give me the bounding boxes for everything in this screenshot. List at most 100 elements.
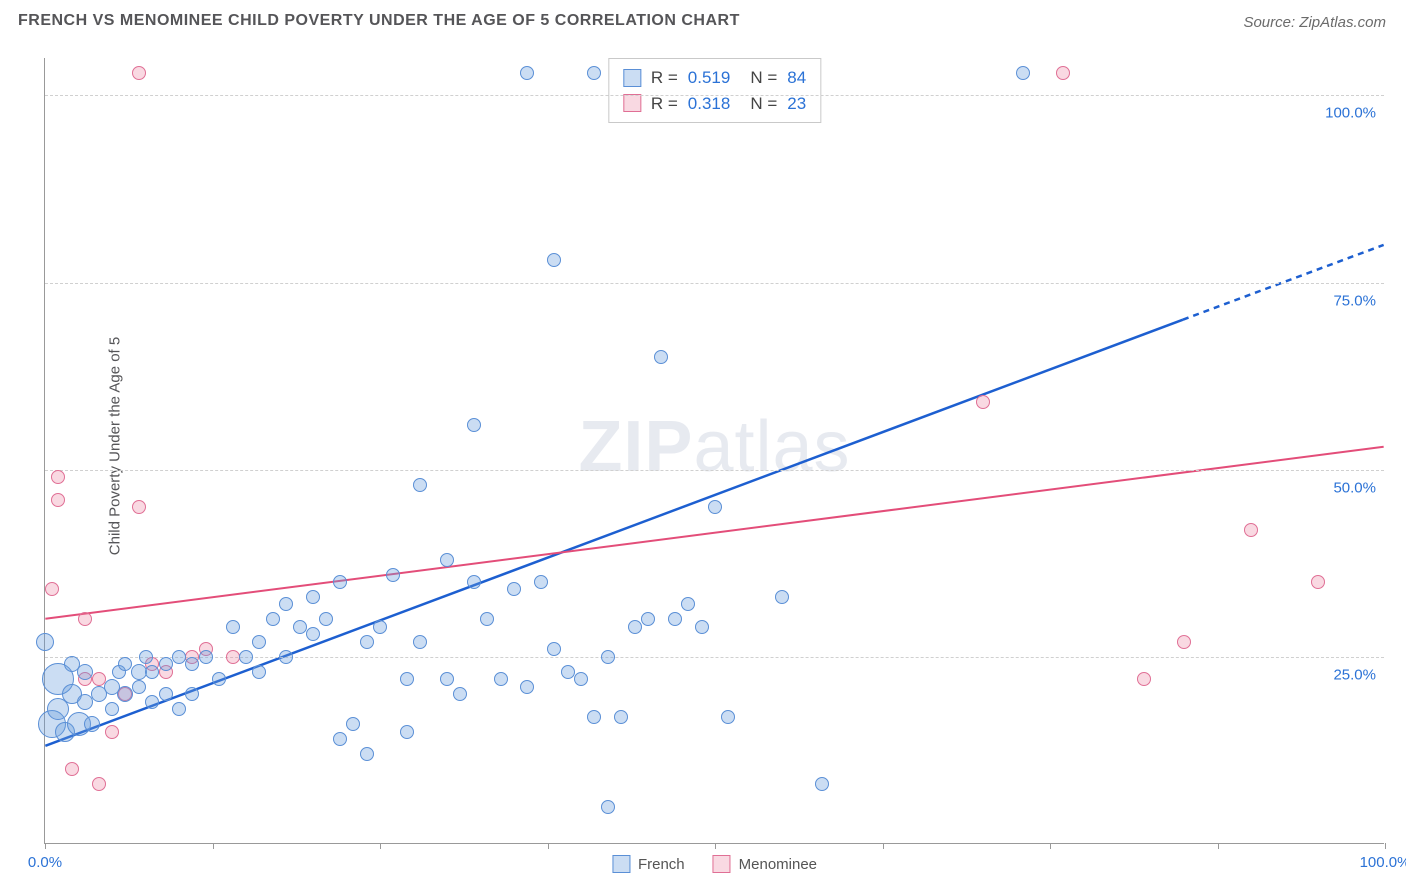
chart-title: FRENCH VS MENOMINEE CHILD POVERTY UNDER … — [18, 12, 740, 30]
data-point-french — [266, 612, 280, 626]
data-point-french — [494, 672, 508, 686]
x-tick — [548, 843, 549, 849]
data-point-french — [520, 680, 534, 694]
data-point-french — [721, 710, 735, 724]
data-point-french — [185, 687, 199, 701]
data-point-french — [641, 612, 655, 626]
data-point-french — [574, 672, 588, 686]
data-point-french — [319, 612, 333, 626]
x-tick — [1218, 843, 1219, 849]
legend-label: French — [638, 856, 685, 873]
data-point-menominee — [92, 777, 106, 791]
data-point-french — [159, 657, 173, 671]
data-point-french — [775, 590, 789, 604]
plot-area: ZIPatlas R = 0.519N = 84R = 0.318N = 23 … — [44, 58, 1384, 844]
data-point-menominee — [226, 650, 240, 664]
data-point-french — [279, 650, 293, 664]
gridline — [45, 470, 1384, 471]
data-point-menominee — [1177, 635, 1191, 649]
legend-swatch-menominee — [713, 855, 731, 873]
data-point-french — [708, 500, 722, 514]
data-point-french — [547, 642, 561, 656]
data-point-menominee — [1244, 523, 1258, 537]
swatch-french — [623, 69, 641, 87]
data-point-french — [654, 350, 668, 364]
data-point-menominee — [105, 725, 119, 739]
data-point-french — [681, 597, 695, 611]
data-point-french — [1016, 66, 1030, 80]
data-point-french — [547, 253, 561, 267]
data-point-french — [139, 650, 153, 664]
x-tick — [715, 843, 716, 849]
data-point-french — [346, 717, 360, 731]
data-point-french — [252, 635, 266, 649]
data-point-french — [360, 747, 374, 761]
data-point-french — [587, 66, 601, 80]
data-point-menominee — [976, 395, 990, 409]
data-point-french — [587, 710, 601, 724]
legend-item-menominee: Menominee — [713, 855, 817, 873]
swatch-menominee — [623, 94, 641, 112]
data-point-menominee — [132, 500, 146, 514]
data-point-french — [467, 418, 481, 432]
legend-label: Menominee — [739, 856, 817, 873]
data-point-french — [239, 650, 253, 664]
data-point-menominee — [1137, 672, 1151, 686]
data-point-french — [36, 633, 54, 651]
data-point-french — [453, 687, 467, 701]
data-point-french — [440, 553, 454, 567]
y-tick-label: 25.0% — [1333, 666, 1376, 683]
legend-swatch-french — [612, 855, 630, 873]
source-attribution: Source: ZipAtlas.com — [1243, 14, 1386, 31]
stats-legend-box: R = 0.519N = 84R = 0.318N = 23 — [608, 58, 821, 123]
data-point-french — [695, 620, 709, 634]
data-point-french — [561, 665, 575, 679]
stats-row-menominee: R = 0.318N = 23 — [623, 91, 806, 117]
gridline — [45, 283, 1384, 284]
data-point-french — [534, 575, 548, 589]
y-tick-label: 100.0% — [1325, 105, 1376, 122]
data-point-french — [117, 686, 133, 702]
data-point-french — [145, 665, 159, 679]
data-point-french — [373, 620, 387, 634]
data-point-menominee — [132, 66, 146, 80]
data-point-french — [507, 582, 521, 596]
y-tick-label: 50.0% — [1333, 479, 1376, 496]
data-point-french — [333, 732, 347, 746]
data-point-french — [77, 664, 93, 680]
x-tick — [213, 843, 214, 849]
y-tick-label: 75.0% — [1333, 292, 1376, 309]
x-tick-label: 100.0% — [1360, 854, 1406, 871]
data-point-french — [467, 575, 481, 589]
data-point-french — [413, 635, 427, 649]
data-point-french — [360, 635, 374, 649]
data-point-french — [614, 710, 628, 724]
data-point-menominee — [78, 612, 92, 626]
legend-item-french: French — [612, 855, 685, 873]
data-point-french — [628, 620, 642, 634]
data-point-french — [145, 695, 159, 709]
chart-container: FRENCH VS MENOMINEE CHILD POVERTY UNDER … — [0, 0, 1406, 892]
x-tick — [45, 843, 46, 849]
data-point-french — [84, 716, 100, 732]
data-point-french — [132, 680, 146, 694]
watermark: ZIPatlas — [578, 405, 850, 487]
data-point-french — [159, 687, 173, 701]
data-point-french — [386, 568, 400, 582]
data-point-menominee — [51, 493, 65, 507]
data-point-menominee — [1311, 575, 1325, 589]
x-tick — [1050, 843, 1051, 849]
trend-lines — [45, 58, 1384, 843]
gridline — [45, 95, 1384, 96]
data-point-french — [279, 597, 293, 611]
data-point-french — [199, 650, 213, 664]
x-tick-label: 0.0% — [28, 854, 62, 871]
legend-bottom: French Menominee — [612, 855, 817, 873]
data-point-french — [815, 777, 829, 791]
data-point-french — [172, 702, 186, 716]
data-point-french — [413, 478, 427, 492]
data-point-french — [601, 800, 615, 814]
data-point-french — [520, 66, 534, 80]
data-point-french — [480, 612, 494, 626]
data-point-menominee — [51, 470, 65, 484]
